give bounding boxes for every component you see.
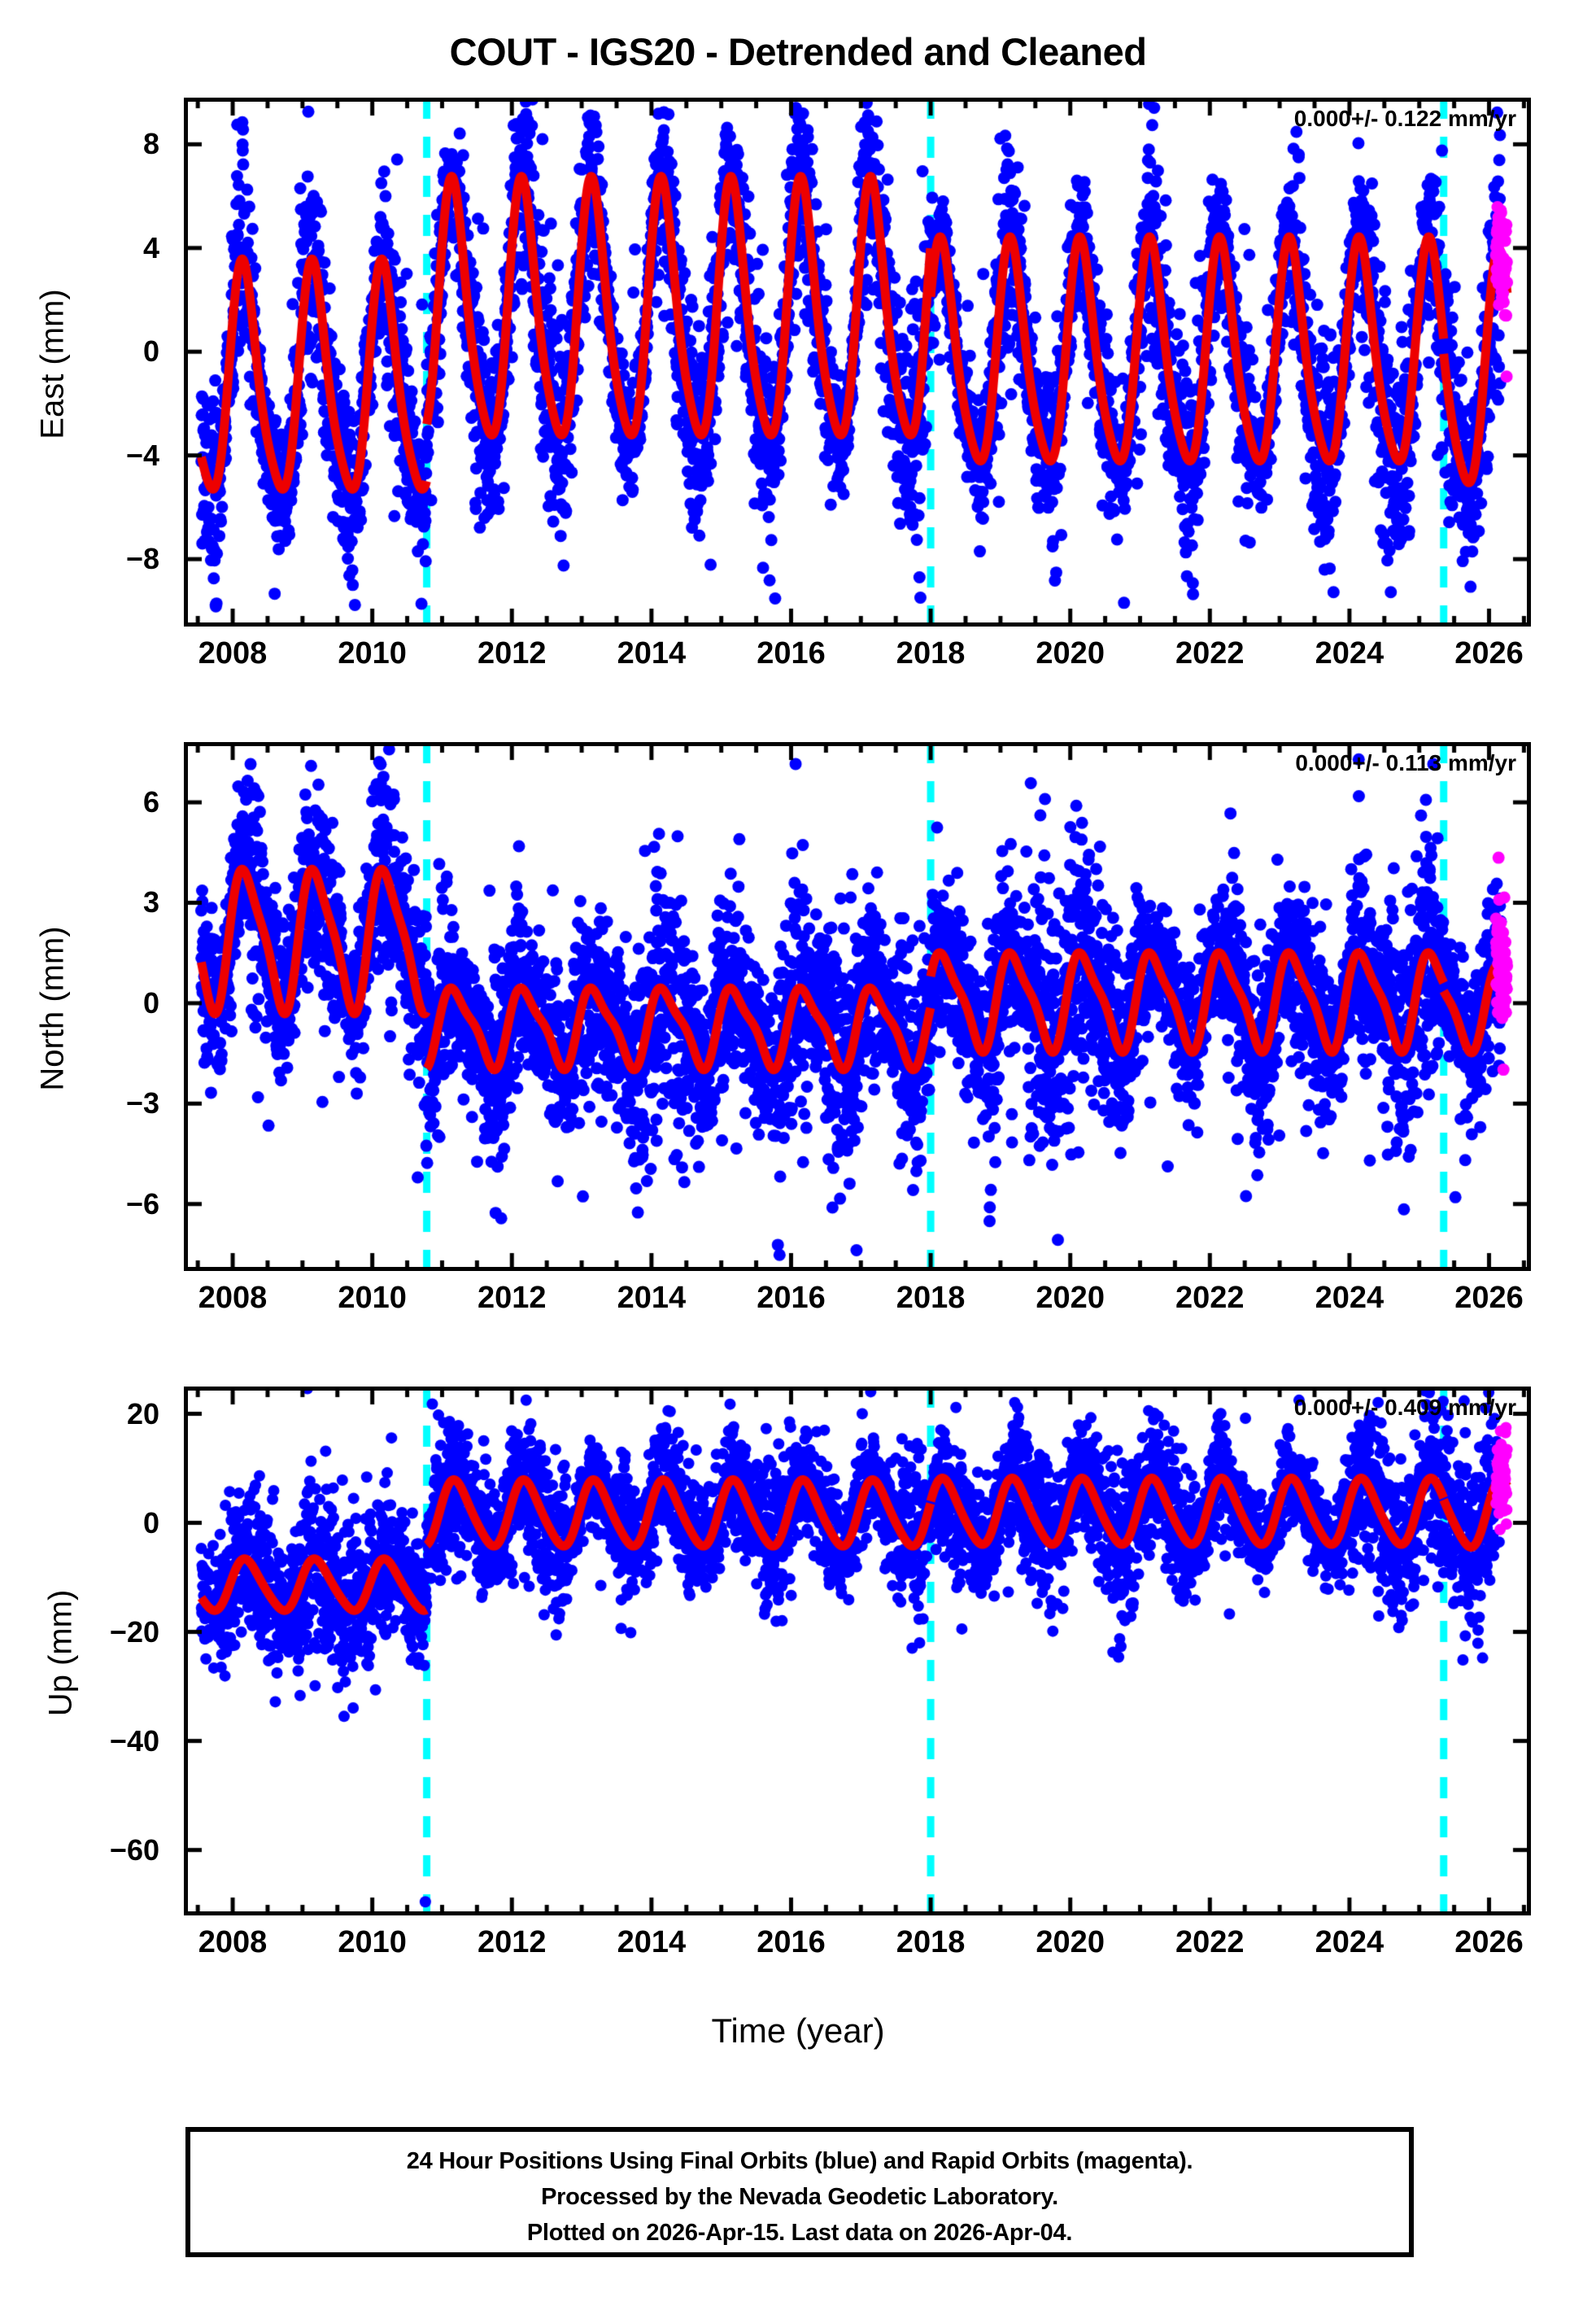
xtick-label: 2012 [477, 636, 547, 670]
xtick-label: 2008 [198, 636, 268, 670]
xtick-label: 2008 [198, 1925, 268, 1959]
panel-east: 0.000+/- 0.122 mm/yr [184, 98, 1531, 627]
panel-up-axis-title: Up (mm) [42, 1589, 79, 1717]
ytick-label: 0 [142, 334, 159, 369]
panel-up-rate-label: 0.000+/- 0.409 mm/yr [1293, 1395, 1516, 1420]
panel-up-xtick-labels: 2008 2010 2012 2014 2016 2018 2020 2022 2024 2026 [0, 1925, 1596, 1964]
panel-north-ytick-labels: 6 3 0 −3 −6 [37, 742, 159, 1271]
xtick-label: 2024 [1315, 636, 1385, 670]
xtick-label: 2020 [1036, 636, 1105, 670]
xtick-label: 2022 [1175, 1281, 1245, 1315]
panel-up-ytick-labels: 20 0 −20 −40 −60 [37, 1387, 159, 1915]
xtick-label: 2026 [1454, 1281, 1524, 1315]
xtick-label: 2024 [1315, 1281, 1385, 1315]
xtick-label: 2024 [1315, 1925, 1385, 1959]
xtick-label: 2010 [338, 1925, 407, 1959]
panel-north-rate-label: 0.000+/- 0.113 mm/yr [1295, 750, 1516, 775]
panel-east-xtick-labels: 2008 2010 2012 2014 2016 2018 2020 2022 2024 2026 [0, 636, 1596, 675]
xtick-label: 2022 [1175, 636, 1245, 670]
ytick-label: 0 [142, 1505, 159, 1540]
panel-north-plot-area [184, 742, 1531, 1271]
ytick-label: −20 [109, 1614, 159, 1649]
page-title: COUT - IGS20 - Detrended and Cleaned [449, 30, 1147, 73]
panel-east-ytick-labels: 8 4 0 −4 −8 [37, 98, 159, 627]
panel-east-rate-label: 0.000+/- 0.122 mm/yr [1293, 106, 1516, 131]
panel-up-plot-area [184, 1387, 1531, 1915]
ytick-label: 0 [142, 985, 159, 1020]
ytick-label: 20 [126, 1396, 159, 1430]
xtick-label: 2014 [617, 1925, 687, 1959]
xtick-label: 2026 [1454, 1925, 1524, 1959]
xtick-label: 2008 [198, 1281, 268, 1315]
xtick-label: 2016 [757, 636, 826, 670]
ytick-label: −60 [109, 1832, 159, 1867]
xtick-label: 2018 [896, 1281, 966, 1315]
ytick-label: −3 [125, 1086, 159, 1120]
xtick-label: 2012 [477, 1925, 547, 1959]
xtick-label: 2020 [1036, 1281, 1105, 1315]
panel-north: 0.000+/- 0.113 mm/yr [184, 742, 1531, 1271]
footer-line-dates: Plotted on 2026-Apr-15. Last data on 202… [526, 2220, 1073, 2246]
xaxis-title: Time (year) [711, 2011, 885, 2050]
xtick-label: 2018 [896, 1925, 966, 1959]
ytick-label: 3 [142, 885, 159, 919]
panel-north-axis-title: North (mm) [34, 926, 71, 1091]
ytick-label: −8 [125, 542, 159, 576]
panel-east-axis-title: East (mm) [34, 289, 71, 439]
footer-line-processing: Processed by the Nevada Geodetic Laborat… [541, 2184, 1058, 2210]
xtick-label: 2020 [1036, 1925, 1105, 1959]
xtick-label: 2014 [617, 1281, 687, 1315]
xtick-label: 2022 [1175, 1925, 1245, 1959]
panel-east-plot-area [184, 98, 1531, 627]
xtick-label: 2026 [1454, 636, 1524, 670]
ytick-label: −40 [109, 1723, 159, 1758]
xtick-label: 2010 [338, 1281, 407, 1315]
ytick-label: −6 [125, 1186, 159, 1221]
ytick-label: −4 [125, 438, 159, 472]
panel-up: 0.000+/- 0.409 mm/yr [184, 1387, 1531, 1915]
ytick-label: 6 [142, 785, 159, 819]
ytick-label: 8 [142, 127, 159, 161]
xtick-label: 2018 [896, 636, 966, 670]
xtick-label: 2016 [757, 1281, 826, 1315]
footer-line-orbits: 24 Hour Positions Using Final Orbits (bl… [406, 2148, 1193, 2174]
xtick-label: 2014 [617, 636, 687, 670]
xtick-label: 2012 [477, 1281, 547, 1315]
ytick-label: 4 [142, 230, 159, 264]
panel-north-xtick-labels: 2008 2010 2012 2014 2016 2018 2020 2022 2024 2026 [0, 1281, 1596, 1320]
footer-note-box: 24 Hour Positions Using Final Orbits (bl… [185, 2127, 1414, 2257]
xtick-label: 2010 [338, 636, 407, 670]
xtick-label: 2016 [757, 1925, 826, 1959]
